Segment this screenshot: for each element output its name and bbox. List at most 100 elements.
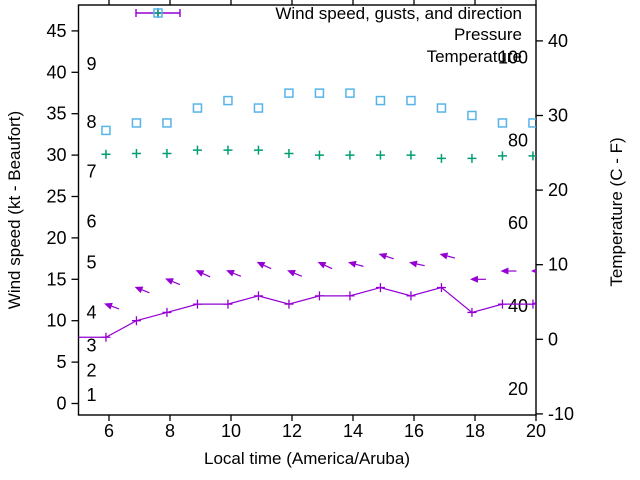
wind-speed-point <box>406 291 416 301</box>
left-tick-label: 25 <box>46 187 66 207</box>
x-tick-label: 6 <box>104 421 114 441</box>
wind-speed-point <box>253 291 263 301</box>
legend: Wind speed, gusts, and direction Pressur… <box>128 3 522 68</box>
fahrenheit-scale-label: 20 <box>508 379 528 399</box>
wind-gust-arrow <box>408 260 425 268</box>
temperature-point <box>131 118 142 128</box>
beaufort-scale-label: 9 <box>87 54 97 74</box>
beaufort-scale-label: 1 <box>87 385 97 405</box>
right-tick-label: -10 <box>548 404 574 424</box>
fahrenheit-scale-label: 80 <box>508 130 528 150</box>
temperature-point <box>528 118 536 128</box>
beaufort-scale-label: 6 <box>87 211 97 231</box>
wind-speed-point <box>528 299 536 309</box>
beaufort-scale-label: 4 <box>87 302 97 322</box>
x-tick-label: 20 <box>526 421 546 441</box>
wind-gust-arrow <box>134 286 150 294</box>
x-axis-title: Local time (America/Aruba) <box>204 449 410 468</box>
wind-speed-point <box>436 283 446 293</box>
plot-area <box>78 88 536 342</box>
pressure-point <box>406 150 416 160</box>
x-tick-label: 14 <box>343 421 363 441</box>
wind-gust-arrow <box>226 270 242 277</box>
left-tick-label: 40 <box>46 62 66 82</box>
wind-gust-arrow <box>287 270 303 277</box>
fahrenheit-scale-label: 60 <box>508 213 528 233</box>
temperature-point <box>162 118 172 128</box>
left-axis-ticks <box>71 30 79 405</box>
wind-gust-arrow <box>469 275 486 283</box>
temperature-point <box>223 95 233 106</box>
wind-speed-point <box>192 299 202 309</box>
wind-speed-point <box>467 307 477 317</box>
left-tick-label: 5 <box>56 352 66 372</box>
right-axis-title: Temperature (C - F) <box>607 137 626 287</box>
left-tick-label: 35 <box>46 104 66 124</box>
pressure-point <box>497 151 507 161</box>
wind-speed-point <box>131 316 141 326</box>
temperature-square-sample-icon <box>153 8 163 18</box>
left-tick-label: 45 <box>46 21 66 41</box>
x-tick-label: 18 <box>465 421 485 441</box>
wind-speed-point <box>162 307 172 317</box>
legend-row-temperature: Temperature <box>128 8 522 68</box>
left-axis-title: Wind speed (kt - Beaufort) <box>5 110 24 310</box>
wind-speed-point <box>101 332 111 342</box>
fahrenheit-scale-label: 40 <box>508 296 528 316</box>
temperature-point <box>436 103 447 113</box>
pressure-point <box>375 150 385 160</box>
pressure-point <box>314 150 324 160</box>
wind-gust-arrow <box>256 261 272 270</box>
left-tick-label: 20 <box>46 228 66 248</box>
right-tick-label: 10 <box>548 255 568 275</box>
temperature-point <box>192 103 203 113</box>
left-tick-label: 10 <box>46 311 66 331</box>
temperature-point <box>375 95 386 106</box>
beaufort-scale-label: 7 <box>87 162 97 182</box>
left-tick-label: 0 <box>56 394 66 414</box>
wind-speed-point <box>497 299 507 309</box>
pressure-point <box>436 153 446 163</box>
right-tick-label: 30 <box>548 106 568 126</box>
wind-gust-arrow <box>439 252 456 260</box>
x-tick-label: 8 <box>165 421 175 441</box>
temperature-point <box>284 88 294 98</box>
legend-label-wind: Wind speed, gusts, and direction <box>275 3 522 23</box>
pressure-point <box>528 151 536 161</box>
beaufort-scale-label: 8 <box>87 112 97 132</box>
pressure-point <box>223 145 233 155</box>
right-tick-label: 20 <box>548 180 568 200</box>
wind-speed-point <box>284 299 294 309</box>
temperature-point <box>314 88 325 98</box>
wind-gust-arrow <box>378 252 394 260</box>
temperature-point <box>467 110 477 121</box>
wind-speed-point <box>375 283 385 293</box>
x-tick-label: 10 <box>221 421 241 441</box>
beaufort-scale-label: 3 <box>87 336 97 356</box>
wind-gust-arrow <box>165 278 181 286</box>
wind-gust-arrow <box>500 267 517 275</box>
legend-label-temperature: Temperature <box>426 46 522 66</box>
wind-speed-line <box>78 286 536 338</box>
wind-gust-arrow <box>348 260 364 268</box>
temperature-point <box>345 88 355 98</box>
wind-speed-point <box>345 291 355 301</box>
pressure-point <box>192 145 202 155</box>
beaufort-scale-label: 2 <box>87 360 97 380</box>
fahrenheit-scale-label: 100 <box>498 47 528 67</box>
wind-speed-point <box>223 299 233 309</box>
x-axis-ticks <box>108 0 537 421</box>
pressure-point <box>467 153 477 163</box>
x-tick-label: 12 <box>282 421 302 441</box>
right-axis-ticks <box>536 40 543 415</box>
wind-gust-arrow <box>104 302 120 310</box>
temperature-point <box>406 95 416 106</box>
temperature-point <box>497 118 508 128</box>
legend-label-pressure: Pressure <box>453 25 522 45</box>
pressure-point <box>284 148 294 158</box>
pressure-point <box>131 148 141 158</box>
right-tick-label: 0 <box>548 329 558 349</box>
wind-gust-arrow <box>317 261 333 270</box>
